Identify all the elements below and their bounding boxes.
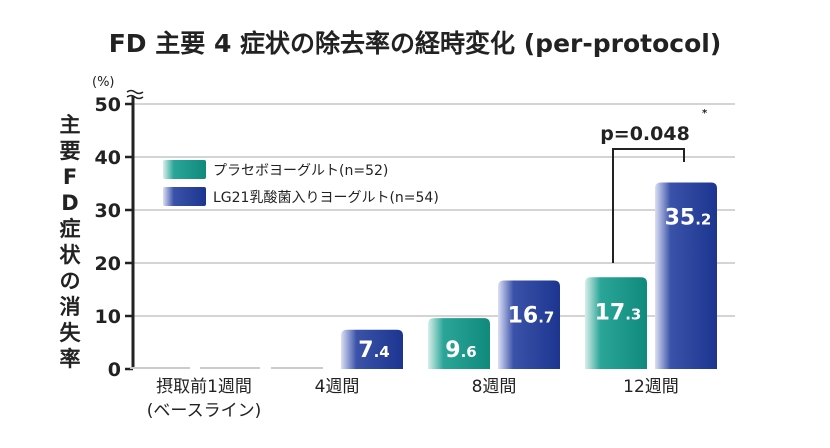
significance-marker: * [702, 108, 708, 119]
y-tick-label: 30 [95, 200, 121, 222]
y-axis-label-char: 状 [60, 243, 82, 267]
y-tick-label: 0 [108, 359, 121, 381]
legend-label: LG21乳酸菌入りヨーグルト(n=54) [213, 190, 439, 206]
bar [498, 280, 560, 369]
y-unit: (%) [92, 75, 115, 90]
x-tick-label: 摂取前1週間 [156, 377, 252, 397]
y-tick-label: 10 [95, 306, 121, 328]
bar-value-label: 17.3 [595, 300, 642, 325]
significance-bracket [612, 148, 685, 263]
bar [655, 182, 717, 369]
legend-label: プラセボヨーグルト(n=52) [213, 163, 388, 179]
bar-value-label: 16.7 [508, 303, 555, 328]
p-value-label: p=0.048 [600, 123, 690, 145]
x-tick-label: 12週間 [623, 377, 679, 397]
y-axis-label-char: 失 [60, 321, 82, 345]
y-axis-label-char: 消 [60, 295, 81, 319]
y-axis-label-char: F [63, 165, 77, 189]
y-axis-label-char: の [60, 269, 81, 293]
bar [585, 277, 647, 369]
legend-swatch [163, 160, 206, 179]
y-tick-label: 40 [95, 147, 121, 169]
y-axis-label-char: 率 [60, 347, 81, 371]
y-axis-label-char: 主 [60, 113, 81, 137]
bar-value-label: 35.2 [665, 205, 712, 230]
bar [428, 318, 490, 369]
y-axis-label-char: 症 [60, 217, 81, 241]
y-tick-label: 50 [95, 94, 121, 116]
x-tick-label: 4週間 [315, 377, 360, 397]
legend-swatch [163, 187, 206, 206]
axis-break-icon [126, 89, 144, 100]
bar [341, 329, 403, 369]
y-axis-label-char: D [61, 191, 78, 215]
chart-title: FD 主要 4 症状の除去率の経時変化 (per-protocol) [109, 29, 722, 58]
y-axis-label-char: 要 [60, 139, 81, 163]
x-tick-label: 8週間 [472, 377, 517, 397]
x-tick-label: (ベースライン) [147, 401, 261, 421]
y-tick-label: 20 [95, 253, 121, 275]
bar-value-label: 7.4 [358, 338, 389, 363]
bar-value-label: 9.6 [445, 338, 476, 363]
